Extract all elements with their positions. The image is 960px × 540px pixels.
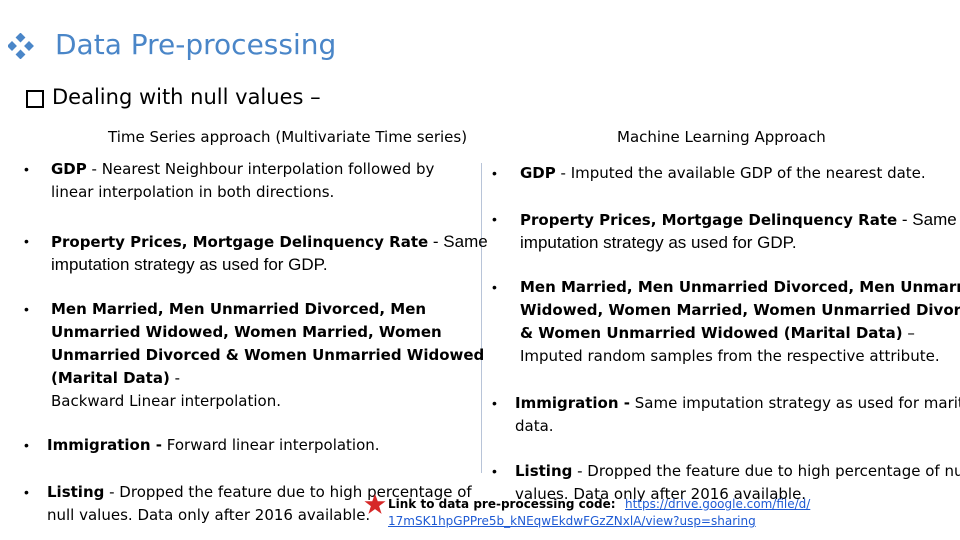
column-divider	[481, 163, 482, 473]
bold-term: Listing	[47, 483, 105, 501]
bullet-icon: •	[492, 165, 497, 181]
right-item-5-line: values. Data only after 2016 available.	[515, 483, 806, 506]
item-text: Same imputation strategy as used for mar…	[629, 394, 960, 412]
left-item-5-line: null values. Data only after 2016 availa…	[47, 504, 370, 527]
bullet-icon: •	[24, 437, 29, 453]
left-item-1-line: GDP - Nearest Neighbour interpolation fo…	[51, 158, 434, 181]
right-item-5-line: Listing - Dropped the feature due to hig…	[515, 460, 960, 483]
bold-term: Property Prices, Mortgage Delinquency Ra…	[51, 233, 429, 251]
link-label: Link to data pre-processing code:	[388, 497, 616, 511]
left-item-2-line: Property Prices, Mortgage Delinquency Ra…	[51, 230, 488, 254]
right-item-1-line: GDP - Imputed the available GDP of the n…	[520, 162, 926, 185]
bullet-icon: •	[492, 395, 497, 411]
bold-term: Immigration -	[515, 394, 630, 412]
right-column-heading: Machine Learning Approach	[617, 128, 826, 146]
bold-term: Immigration -	[47, 436, 162, 454]
bold-term: Unmarried Widowed, Women Married, Women	[51, 323, 442, 341]
section-subtitle: Dealing with null values –	[52, 85, 321, 109]
bold-term: Men Married, Men Unmarried Divorced, Men	[51, 300, 427, 318]
bullet-icon: •	[492, 211, 497, 227]
bold-term: Widowed, Women Married, Women Unmarried …	[520, 301, 960, 319]
left-item-3-line: Unmarried Divorced & Women Unmarried Wid…	[51, 344, 484, 367]
item-text: - Dropped the feature due to high percen…	[572, 462, 960, 480]
star-icon	[364, 493, 386, 514]
item-text: data.	[515, 417, 554, 435]
item-text: imputation strategy as used for GDP.	[51, 255, 328, 274]
bold-term: (Marital Data)	[51, 369, 170, 387]
left-item-5-line: Listing - Dropped the feature due to hig…	[47, 481, 472, 504]
bold-term: Property Prices, Mortgage Delinquency Ra…	[520, 211, 898, 229]
right-item-2-line: imputation strategy as used for GDP.	[520, 231, 797, 255]
item-text: - Same	[897, 210, 957, 229]
item-text: - Imputed the available GDP of the neare…	[555, 164, 926, 182]
left-column-heading: Time Series approach (Multivariate Time …	[108, 128, 468, 146]
bullet-icon: •	[24, 161, 29, 177]
right-item-4-line: Immigration - Same imputation strategy a…	[515, 392, 960, 415]
item-text: –	[902, 324, 915, 342]
item-text: - Dropped the feature due to high percen…	[104, 483, 472, 501]
item-text: null values. Data only after 2016 availa…	[47, 506, 371, 524]
left-item-3-line: Backward Linear interpolation.	[51, 390, 281, 413]
item-text: - Same	[428, 232, 488, 251]
right-item-3-line: Men Married, Men Unmarried Divorced, Men…	[520, 276, 960, 299]
item-text: Imputed random samples from the respecti…	[520, 347, 940, 365]
bullet-icon: •	[492, 279, 497, 295]
bold-term: & Women Unmarried Widowed (Marital Data)	[520, 324, 903, 342]
code-link-line2[interactable]: 17mSK1hpGPPre5b_kNEqwEkdwFGzZNxlA/view?u…	[388, 514, 756, 528]
right-item-4-line: data.	[515, 415, 554, 438]
bullet-icon: •	[492, 463, 497, 479]
checkbox-bullet-icon	[26, 90, 44, 108]
right-item-3-line: & Women Unmarried Widowed (Marital Data)…	[520, 322, 915, 345]
code-link-line1[interactable]: https://drive.google.com/file/d/	[625, 497, 811, 511]
bold-term: Listing	[515, 462, 573, 480]
item-text: values. Data only after 2016 available.	[515, 485, 807, 503]
right-item-3-line: Imputed random samples from the respecti…	[520, 345, 940, 368]
right-item-2-line: Property Prices, Mortgage Delinquency Ra…	[520, 208, 957, 232]
left-item-4-line: Immigration - Forward linear interpolati…	[47, 434, 380, 457]
item-text: Backward Linear interpolation.	[51, 392, 281, 410]
left-item-3-line: Unmarried Widowed, Women Married, Women	[51, 321, 442, 344]
item-text: Forward linear interpolation.	[161, 436, 380, 454]
item-text: - Nearest Neighbour interpolation follow…	[86, 160, 435, 178]
right-item-3-line: Widowed, Women Married, Women Unmarried …	[520, 299, 960, 322]
bold-term: GDP	[520, 164, 556, 182]
bold-term: Unmarried Divorced & Women Unmarried Wid…	[51, 346, 485, 364]
item-text: -	[169, 369, 181, 387]
left-item-1-line: linear interpolation in both directions.	[51, 181, 334, 204]
diamond-bullet-icon	[8, 33, 34, 59]
left-item-3-line: (Marital Data) -	[51, 367, 180, 390]
bullet-icon: •	[24, 484, 29, 500]
bullet-icon: •	[24, 301, 29, 317]
bold-term: Men Married, Men Unmarried Divorced, Men…	[520, 278, 960, 296]
item-text: imputation strategy as used for GDP.	[520, 233, 797, 252]
bold-term: GDP	[51, 160, 87, 178]
left-item-3-line: Men Married, Men Unmarried Divorced, Men	[51, 298, 426, 321]
left-item-2-line: imputation strategy as used for GDP.	[51, 253, 328, 277]
item-text: linear interpolation in both directions.	[51, 183, 335, 201]
bullet-icon: •	[24, 233, 29, 249]
page-title: Data Pre-processing	[55, 28, 337, 61]
